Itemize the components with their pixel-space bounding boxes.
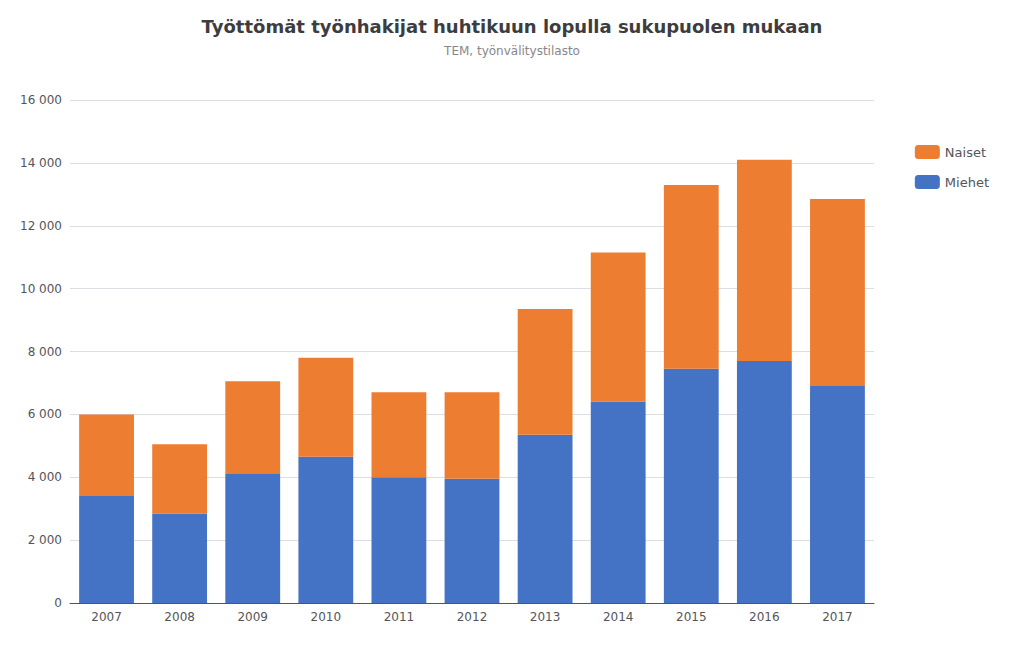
svg-text:Naiset: Naiset — [945, 145, 986, 160]
svg-text:16 000: 16 000 — [20, 93, 62, 107]
svg-text:2013: 2013 — [530, 610, 561, 624]
svg-text:2011: 2011 — [384, 610, 415, 624]
svg-text:4 000: 4 000 — [28, 470, 62, 484]
svg-text:TEM, työnvälitystilasto: TEM, työnvälitystilasto — [443, 44, 580, 58]
svg-text:Työttömät työnhakijat huhtikuu: Työttömät työnhakijat huhtikuun lopulla … — [202, 16, 823, 37]
svg-text:2014: 2014 — [603, 610, 634, 624]
svg-text:2015: 2015 — [676, 610, 707, 624]
svg-text:8 000: 8 000 — [28, 345, 62, 359]
svg-text:2012: 2012 — [457, 610, 488, 624]
svg-text:6 000: 6 000 — [28, 407, 62, 421]
svg-text:2008: 2008 — [164, 610, 195, 624]
svg-text:2007: 2007 — [91, 610, 122, 624]
svg-text:Miehet: Miehet — [945, 175, 989, 190]
svg-text:2017: 2017 — [822, 610, 853, 624]
svg-text:12 000: 12 000 — [20, 219, 62, 233]
svg-text:2009: 2009 — [237, 610, 268, 624]
svg-text:2 000: 2 000 — [28, 533, 62, 547]
svg-text:0: 0 — [54, 596, 62, 610]
svg-text:2010: 2010 — [311, 610, 342, 624]
svg-text:14 000: 14 000 — [20, 156, 62, 170]
svg-text:2016: 2016 — [749, 610, 780, 624]
svg-text:10 000: 10 000 — [20, 282, 62, 296]
